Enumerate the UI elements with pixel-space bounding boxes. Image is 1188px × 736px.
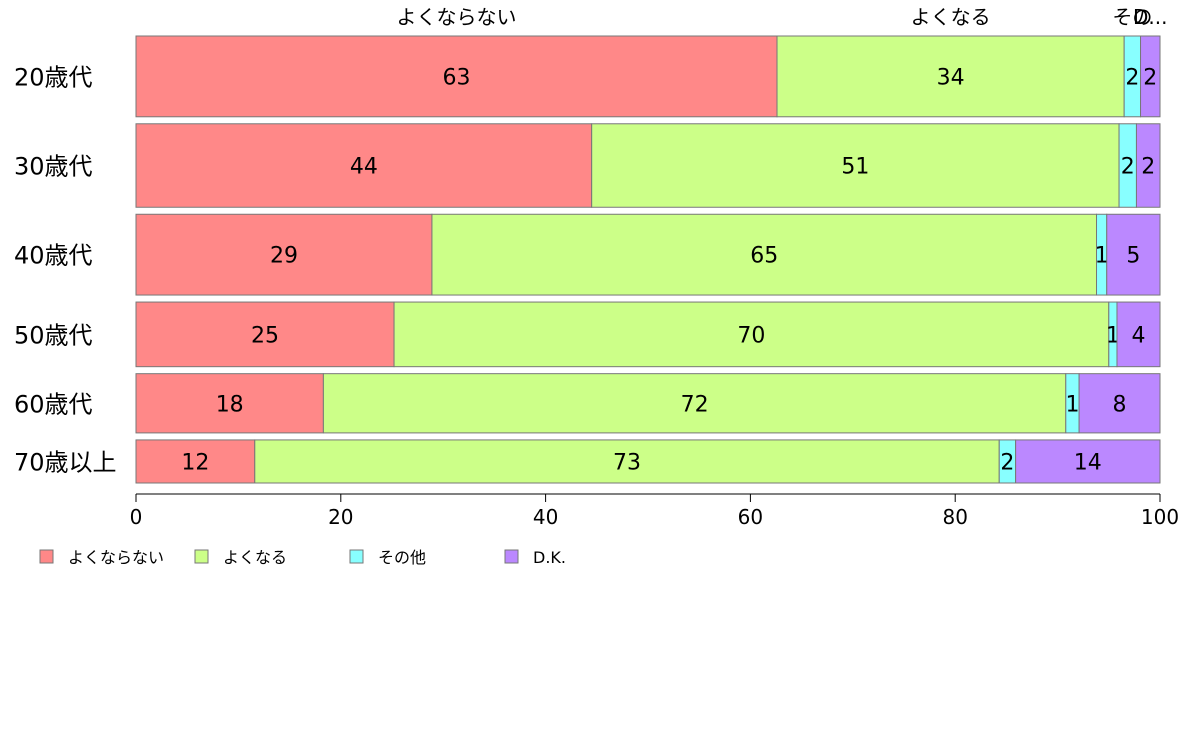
data-label: 1 [1106,323,1120,348]
data-label: 8 [1113,392,1127,417]
category-label: 40歳代 [14,242,93,270]
category-label: 70歳以上 [14,448,117,476]
data-label: 1 [1095,244,1109,269]
data-label: 14 [1074,450,1102,475]
bar-segment [322,373,1067,434]
bar-segment [135,439,256,484]
x-axis: 0 20 40 60 80 100 [130,493,1179,529]
x-tick-label: 80 [942,505,967,529]
bar-segment [393,301,1110,368]
data-label: 73 [613,450,641,475]
x-tick-label: 40 [533,505,558,529]
bar-segment [776,35,1125,118]
x-tick-label: 100 [1141,505,1179,529]
bar-segment [1135,123,1161,208]
category-label: 50歳代 [14,321,93,349]
category-label: 20歳代 [14,63,93,91]
legend: よくならない よくなる その他 D.K. [39,548,566,567]
bar-segment [1116,301,1161,368]
data-label: 1 [1065,392,1079,417]
data-label: 2 [1141,155,1155,180]
data-label: 18 [216,392,244,417]
data-label: 25 [251,323,279,348]
legend-swatch [194,549,209,564]
category-label: 30歳代 [14,153,93,181]
bar-segment [431,213,1098,296]
data-label: 5 [1126,244,1140,269]
bar-segment [1078,373,1161,434]
bar-segment [591,123,1120,208]
data-label: 63 [443,65,471,90]
x-tick-label: 60 [738,505,763,529]
x-tick-label: 0 [130,505,143,529]
legend-label: D.K. [533,548,566,567]
bar-segment [135,123,593,208]
bar-segment [135,35,778,118]
data-label: 2 [1143,65,1157,90]
bar-segment [254,439,1000,484]
data-label: 72 [681,392,709,417]
data-label: 12 [181,450,209,475]
x-tick-label: 20 [328,505,353,529]
data-label: 70 [737,323,765,348]
data-label: 4 [1132,323,1146,348]
category-label: 60歳代 [14,390,93,418]
data-label: 65 [750,244,778,269]
legend-label: よくなる [223,548,287,567]
legend-swatch [504,549,519,564]
bar-segment [135,373,324,434]
data-label: 44 [350,155,378,180]
top-segment-label: よくなる [911,5,991,29]
bar-segment [1015,439,1161,484]
bar-segment [135,301,395,368]
legend-label: その他 [378,548,426,567]
data-label: 34 [937,65,965,90]
bar-segment [135,213,433,296]
top-segment-label: D... [1133,5,1167,29]
data-label: 51 [841,155,869,180]
data-label: 2 [1000,450,1014,475]
legend-swatch [349,549,364,564]
data-label: 29 [270,244,298,269]
legend-label: よくならない [68,548,164,567]
data-label: 2 [1121,155,1135,180]
top-segment-label: その [1112,5,1152,29]
bar-segment [1106,213,1161,296]
bar-segment [1140,35,1161,118]
data-label: 2 [1125,65,1139,90]
legend-swatch [39,549,54,564]
top-segment-label: よくならない [397,5,517,29]
